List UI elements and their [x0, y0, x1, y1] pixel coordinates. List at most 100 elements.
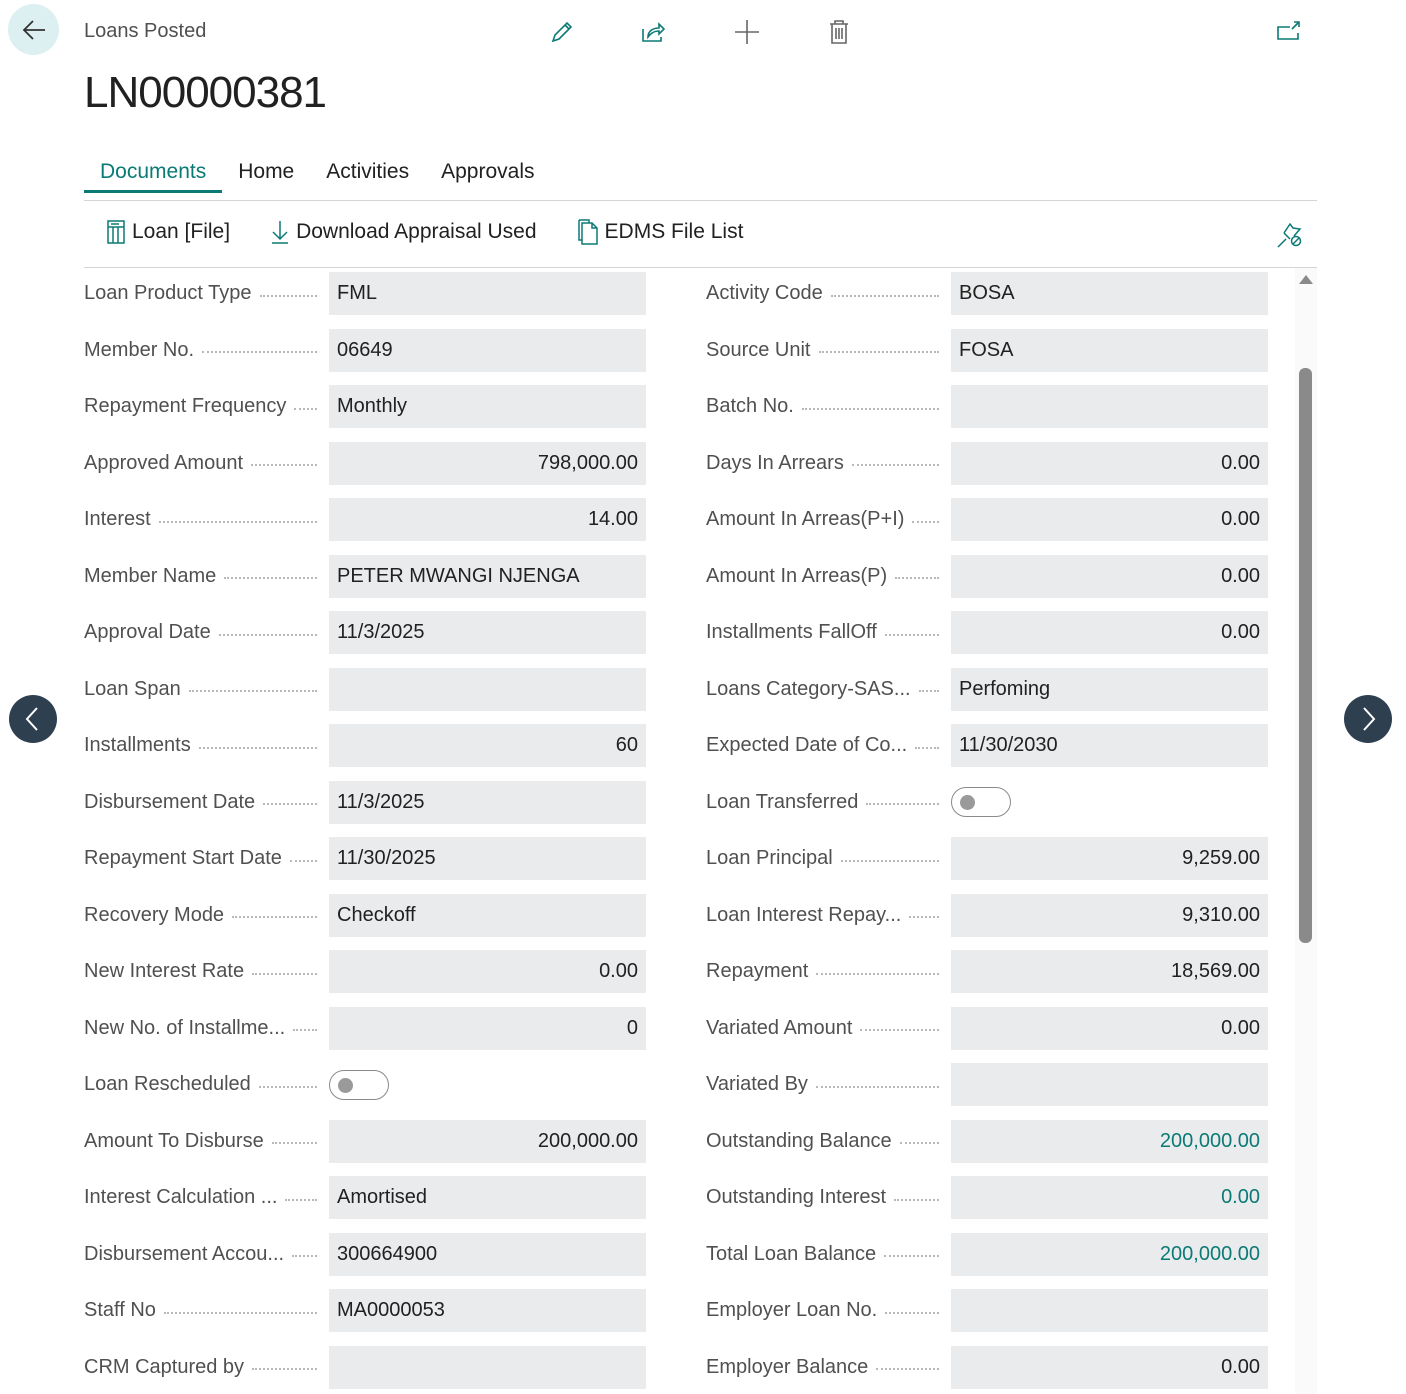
field-label-text: Loan Transferred [706, 790, 859, 813]
days-in-arrears-field[interactable]: 0.00 [951, 441, 1268, 485]
loan-rescheduled-toggle[interactable] [329, 1069, 389, 1100]
batch-no-field[interactable] [951, 385, 1268, 428]
source-unit-field[interactable]: FOSA [951, 328, 1268, 372]
field-label-text: Employer Loan No. [706, 1299, 878, 1321]
field-row-repayment-start-date: Repayment Start Date 11/30/2025 [84, 837, 646, 880]
activity-code-field[interactable]: BOSA [951, 272, 1268, 315]
disbursement-accou-field[interactable]: 300664900 [329, 1232, 646, 1276]
amount-in-arreas-p-i-field[interactable]: 0.00 [951, 498, 1268, 541]
repayment-field[interactable]: 18,569.00 [951, 950, 1268, 993]
employer-loan-no-field[interactable] [951, 1289, 1268, 1332]
variated-amount-field[interactable]: 0.00 [951, 1006, 1268, 1050]
next-record-button[interactable] [1344, 695, 1392, 743]
tab-approvals[interactable]: Approvals [441, 160, 535, 183]
field-row-amount-in-arreas-p-i: Amount In Arreas(P+I) 0.00 [706, 498, 1268, 541]
field-label-text: Expected Date of Co... [706, 734, 908, 756]
staff-no-field[interactable]: MA0000053 [329, 1289, 646, 1332]
field-label-text: Interest [84, 508, 151, 530]
leader-dots [860, 1029, 939, 1031]
field-row-days-in-arrears: Days In Arrears 0.00 [706, 441, 1268, 485]
scroll-up-icon[interactable] [1299, 274, 1313, 284]
field-label-text: Loan Rescheduled [84, 1073, 251, 1095]
share-button[interactable] [636, 15, 670, 49]
field-label: Loan Span [84, 678, 329, 701]
field-label-text: Employer Balance [706, 1355, 869, 1378]
loan-file-label: Loan [File] [132, 220, 231, 243]
loans-category-sas-field[interactable]: Perfoming [951, 667, 1268, 711]
previous-record-button[interactable] [9, 695, 57, 743]
leader-dots [840, 859, 939, 862]
field-label: Installments FallOff [706, 621, 951, 644]
scrollbar-thumb[interactable] [1299, 368, 1312, 943]
breadcrumb[interactable]: Loans Posted [84, 20, 207, 42]
recovery-mode-field[interactable]: Checkoff [329, 893, 646, 937]
repayment-frequency-field[interactable]: Monthly [329, 385, 646, 428]
unpin-icon [1277, 222, 1302, 248]
download-appraisal-button[interactable]: Download Appraisal Used [270, 219, 537, 245]
tab-activities[interactable]: Activities [326, 160, 410, 183]
loan-transferred-toggle[interactable] [951, 787, 1011, 817]
edms-file-list-button[interactable]: EDMS File List [577, 219, 743, 245]
field-label: Installments [84, 734, 329, 757]
field-label-text: Member No. [84, 338, 195, 361]
field-label: Amount To Disburse [84, 1130, 329, 1153]
field-label: Total Loan Balance [706, 1243, 951, 1266]
field-row-member-name: Member Name PETER MWANGI NJENGA [84, 554, 646, 598]
field-label: Variated Amount [706, 1017, 951, 1040]
installments-falloff-field[interactable]: 0.00 [951, 611, 1268, 654]
interest-field[interactable]: 14.00 [329, 498, 646, 541]
leader-dots [232, 916, 317, 918]
loan-file-button[interactable]: Loan [File] [106, 219, 230, 245]
open-new-window-button[interactable] [1272, 15, 1306, 49]
field-label-text: Disbursement Accou... [84, 1242, 285, 1265]
divider [84, 200, 1317, 201]
member-no-field[interactable]: 06649 [329, 328, 646, 372]
interest-calculation-field[interactable]: Amortised [329, 1176, 646, 1219]
employer-balance-field[interactable]: 0.00 [951, 1345, 1268, 1389]
field-row-loan-principal: Loan Principal 9,259.00 [706, 837, 1268, 880]
loan-span-field[interactable] [329, 667, 646, 711]
disbursement-date-field[interactable]: 11/3/2025 [329, 780, 646, 824]
expected-date-of-co-field[interactable]: 11/30/2030 [951, 724, 1268, 767]
field-label: Amount In Arreas(P+I) [706, 508, 951, 531]
field-label: Disbursement Accou... [84, 1243, 329, 1266]
loan-principal-field[interactable]: 9,259.00 [951, 837, 1268, 880]
delete-button[interactable] [822, 15, 856, 49]
amount-in-arreas-p-field[interactable]: 0.00 [951, 554, 1268, 598]
edit-button[interactable] [545, 15, 579, 49]
tab-home[interactable]: Home [238, 160, 295, 183]
leader-dots [251, 464, 317, 466]
field-label-text: Loan Principal [706, 847, 833, 869]
document-icon [577, 219, 598, 245]
outstanding-interest-field[interactable]: 0.00 [951, 1176, 1268, 1219]
new-no-of-installme-field[interactable]: 0 [329, 1006, 646, 1050]
total-loan-balance-field[interactable]: 200,000.00 [951, 1232, 1268, 1276]
amount-to-disburse-field[interactable]: 200,000.00 [329, 1119, 646, 1163]
leader-dots [289, 859, 317, 862]
field-label: Repayment Frequency [84, 395, 329, 418]
new-button[interactable] [730, 15, 764, 49]
repayment-start-date-field[interactable]: 11/30/2025 [329, 837, 646, 880]
outstanding-balance-field[interactable]: 200,000.00 [951, 1119, 1268, 1163]
arrow-left-icon [22, 19, 45, 40]
back-button[interactable] [8, 4, 59, 55]
field-row-loan-span: Loan Span [84, 667, 646, 711]
new-interest-rate-field[interactable]: 0.00 [329, 950, 646, 993]
loan-product-type-field[interactable]: FML [329, 272, 646, 315]
field-row-approval-date: Approval Date 11/3/2025 [84, 611, 646, 654]
leader-dots [271, 1142, 317, 1144]
crm-captured-by-field[interactable] [329, 1345, 646, 1389]
installments-field[interactable]: 60 [329, 724, 646, 767]
approval-date-field[interactable]: 11/3/2025 [329, 611, 646, 654]
field-label: Member No. [84, 339, 329, 362]
field-row-new-interest-rate: New Interest Rate 0.00 [84, 950, 646, 993]
leader-dots [252, 972, 317, 975]
unpin-button[interactable] [1273, 218, 1307, 252]
tab-documents[interactable]: Documents [84, 158, 223, 193]
member-name-field[interactable]: PETER MWANGI NJENGA [329, 554, 646, 598]
loan-interest-repay-field[interactable]: 9,310.00 [951, 893, 1268, 937]
approved-amount-field[interactable]: 798,000.00 [329, 441, 646, 485]
pencil-icon [551, 21, 573, 43]
plus-icon [735, 20, 759, 44]
variated-by-field[interactable] [951, 1063, 1268, 1106]
